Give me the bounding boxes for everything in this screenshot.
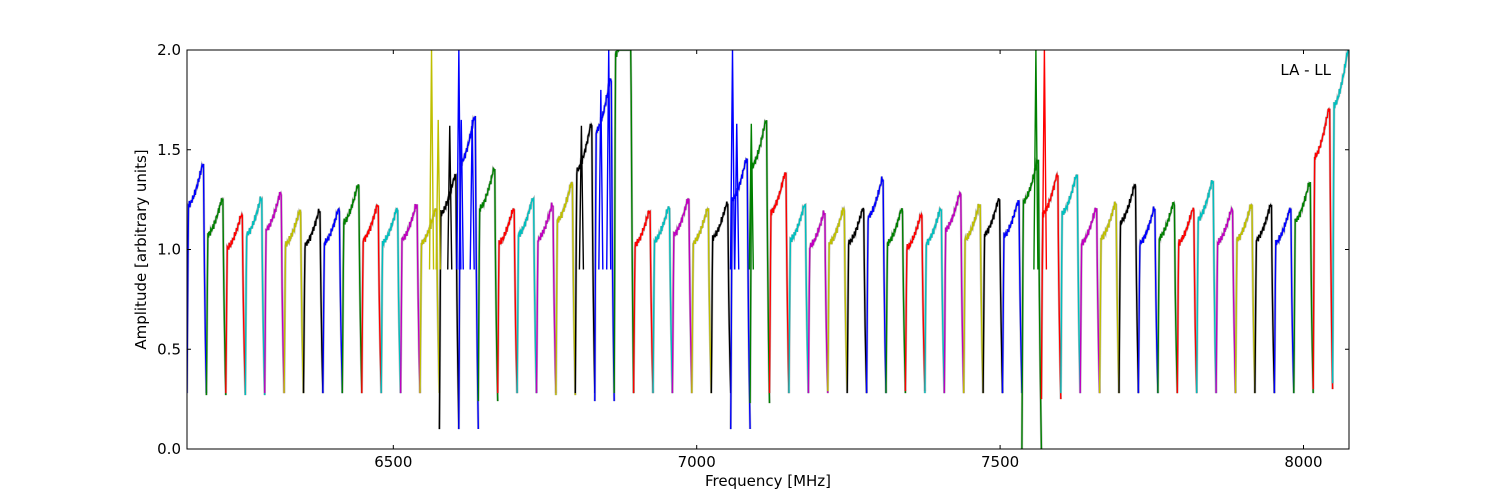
band-line: [1273, 207, 1295, 394]
rfi-spike-line: [729, 50, 736, 270]
rfi-spike-line: [469, 119, 475, 270]
band-line: [361, 203, 382, 394]
band-line: [943, 191, 965, 394]
band-line: [283, 209, 305, 394]
rfi-spike-line: [447, 125, 453, 270]
series-layer: [187, 50, 1349, 449]
band-line: [710, 201, 732, 394]
baseline-annotation: LA - LL: [1280, 61, 1331, 79]
band-line: [749, 119, 771, 404]
rfi-spike-line: [598, 89, 604, 270]
band-line: [574, 122, 596, 394]
band-line: [1157, 201, 1178, 394]
band-line: [1293, 181, 1314, 394]
x-axis-label: Frequency [MHz]: [705, 472, 831, 490]
x-tick-label: 7500: [981, 453, 1019, 471]
band-line: [555, 181, 576, 396]
band-line: [846, 207, 868, 394]
band-line: [865, 176, 887, 394]
rfi-spike-line: [748, 123, 755, 270]
x-tick-label: 7000: [678, 453, 716, 471]
band-line: [1021, 159, 1043, 449]
rfi-spike-line: [458, 119, 464, 270]
y-tick-label: 2.0: [157, 41, 181, 59]
band-line: [632, 210, 654, 394]
band-line: [904, 211, 926, 392]
y-tick-label: 1.5: [157, 141, 181, 159]
band-line: [244, 196, 266, 396]
band-line: [1060, 174, 1081, 394]
y-tick-label: 0.5: [157, 340, 181, 358]
band-line: [924, 207, 945, 394]
band-line: [1196, 180, 1217, 394]
band-line: [302, 208, 324, 394]
band-line: [341, 184, 363, 394]
band-line: [264, 191, 285, 394]
band-line: [225, 212, 246, 394]
band-line: [807, 210, 829, 394]
x-tick-label: 8000: [1284, 453, 1322, 471]
y-axis-label: Amplitude [arbitrary units]: [132, 149, 150, 349]
y-tick-label: 0.0: [157, 440, 181, 458]
band-line: [691, 207, 712, 394]
rfi-spike-line: [435, 119, 441, 270]
band-line: [788, 203, 810, 394]
band-line: [516, 196, 538, 394]
rfi-spike-line: [428, 50, 435, 270]
band-line: [497, 208, 518, 394]
band-line: [187, 162, 208, 394]
band-line: [1001, 200, 1023, 394]
band-line: [652, 206, 674, 394]
band-line: [1098, 201, 1120, 394]
band-line: [1118, 183, 1140, 394]
rfi-spike-line: [578, 125, 585, 270]
x-tick-label: 6500: [374, 453, 412, 471]
band-line: [322, 207, 343, 394]
band-line: [205, 197, 227, 396]
band-line: [1137, 206, 1159, 394]
band-line: [1312, 107, 1334, 390]
rfi-spike-line: [734, 123, 740, 270]
band-line: [535, 202, 557, 394]
band-line: [885, 208, 907, 394]
band-line: [1215, 206, 1237, 394]
band-line: [1040, 172, 1062, 400]
band-line: [963, 203, 984, 394]
band-line: [399, 203, 421, 394]
x-axis-ticks: 6500 7000 7500 8000: [374, 50, 1323, 471]
band-line: [477, 166, 499, 402]
y-tick-label: 1.0: [157, 241, 181, 259]
band-line: [1079, 207, 1101, 394]
band-line: [1234, 203, 1256, 394]
band-line: [380, 207, 402, 394]
rfi-spike-line: [1033, 50, 1039, 270]
rfi-spike-line: [1041, 50, 1048, 270]
band-line: [827, 206, 848, 392]
band-line: [982, 198, 1004, 394]
band-line: [671, 198, 693, 394]
band-line: [594, 78, 615, 402]
rfi-spike-line: [606, 50, 612, 270]
y-axis-ticks: 0.0 0.5 1.0 1.5 2.0: [157, 41, 1349, 458]
band-line: [768, 172, 790, 394]
band-line: [1176, 207, 1198, 394]
band-line: [1254, 203, 1276, 394]
